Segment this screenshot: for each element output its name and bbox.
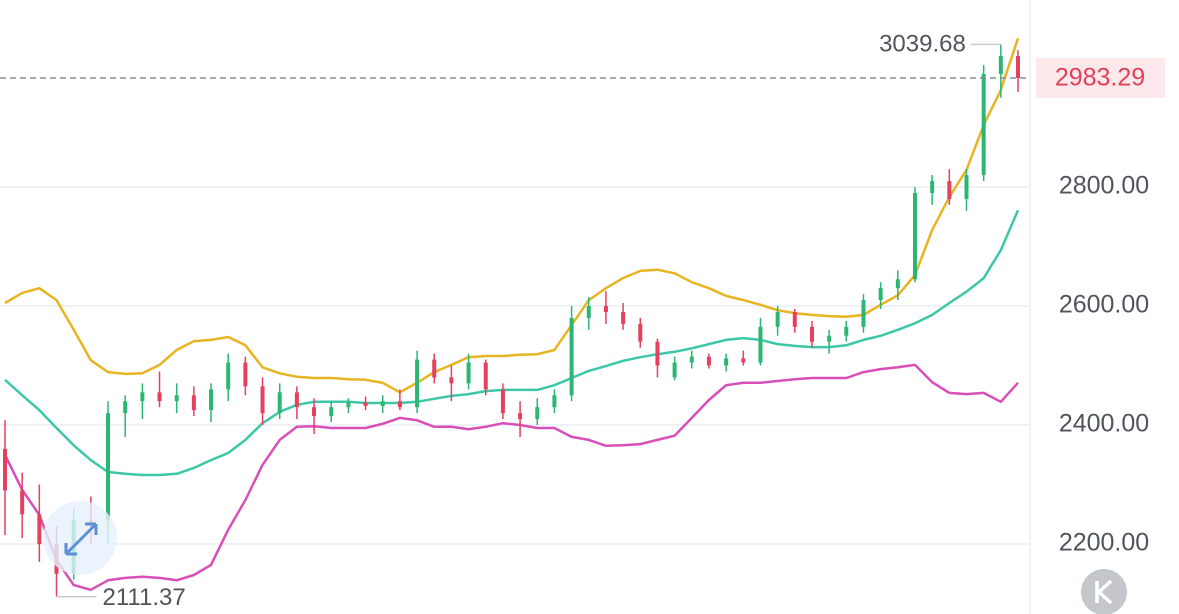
band-line [4, 209, 1020, 477]
candle-body [792, 311, 797, 327]
candle-body [312, 407, 317, 417]
candle-body [981, 73, 986, 176]
last-price-box [1036, 57, 1165, 98]
candle-body [895, 279, 900, 289]
candle-body [844, 326, 849, 336]
candle-body [500, 389, 505, 414]
candle-body [998, 56, 1003, 74]
candle-body [724, 358, 729, 366]
candle-body [912, 192, 917, 280]
candle-body [20, 490, 25, 515]
candle-body [397, 401, 402, 408]
candle-body [827, 335, 832, 342]
candle-body [449, 377, 454, 384]
candle-body [535, 407, 540, 420]
band-line [3, 363, 1019, 592]
candle-body [483, 362, 488, 390]
candle-body [930, 181, 935, 193]
candle-body [174, 395, 179, 402]
y-tick-label: 2600.00 [1059, 291, 1149, 319]
candle-body [964, 175, 969, 199]
last-price-label: 2983.29 [1055, 64, 1145, 92]
candle-body [432, 359, 437, 378]
candle-body [809, 326, 814, 342]
candle-body [260, 386, 265, 414]
candle-body [329, 407, 334, 417]
candle-body [552, 395, 557, 408]
min-label: 2111.37 [103, 584, 186, 611]
candle-body [706, 356, 711, 366]
candle-body [1016, 56, 1020, 78]
candle-body [947, 181, 952, 199]
candle-body [689, 356, 694, 363]
y-tick-label: 2800.00 [1059, 172, 1149, 200]
candle-body [518, 413, 523, 420]
candle-body [3, 448, 7, 491]
k-icon [1095, 579, 1113, 605]
candle-body [277, 392, 282, 414]
candle-body [123, 401, 128, 414]
candle-body [655, 341, 660, 366]
k-button[interactable] [1081, 569, 1127, 614]
expand-icon [64, 522, 98, 556]
candle-body [569, 317, 574, 396]
candle-body [191, 395, 196, 411]
max-label: 3039.68 [879, 31, 966, 58]
candle-body [380, 401, 385, 406]
candle-body [37, 514, 42, 545]
candle-body [363, 402, 368, 406]
candle-body [415, 359, 420, 408]
candle-body [586, 306, 591, 318]
candle-body [106, 413, 111, 521]
candle-body [638, 323, 643, 342]
expand-button[interactable] [43, 501, 117, 575]
candle-body [741, 358, 746, 363]
y-tick-label: 2400.00 [1059, 410, 1149, 438]
candle-body [878, 288, 883, 301]
candle-body [466, 362, 471, 384]
candle-body [140, 392, 145, 402]
band-line [4, 37, 1020, 394]
candle-body [294, 392, 299, 408]
k-bg [1081, 569, 1127, 614]
candle-body [209, 389, 214, 411]
candle-body [346, 402, 351, 408]
candle-body [226, 362, 231, 390]
candle-body [861, 300, 866, 327]
candle-body [621, 311, 626, 324]
candle-body [758, 326, 763, 363]
candle-body [775, 311, 780, 327]
candle-body [157, 392, 162, 402]
candle-body [243, 362, 248, 387]
candle-body [603, 306, 608, 312]
candle-body [672, 362, 677, 378]
y-tick-label: 2200.00 [1059, 529, 1149, 557]
